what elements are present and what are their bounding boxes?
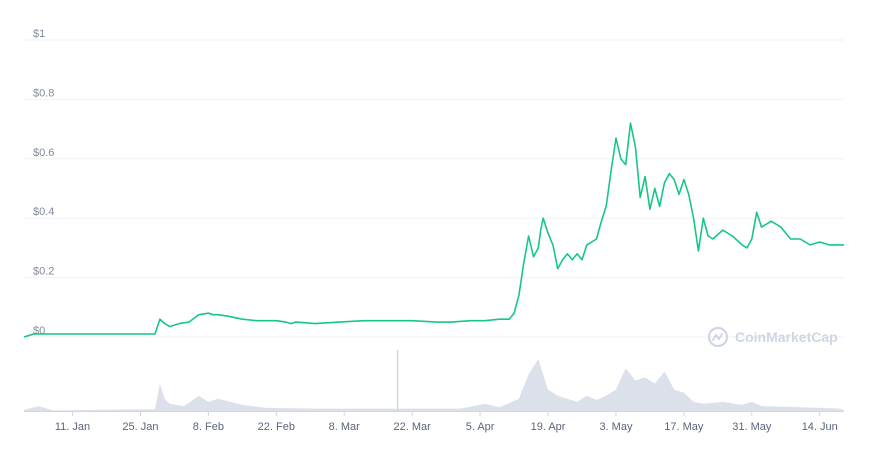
grid-lines xyxy=(24,39,844,338)
watermark-text: CoinMarketCap xyxy=(735,329,838,345)
y-tick-label: $0.4 xyxy=(33,206,54,218)
coinmarketcap-logo-mark xyxy=(712,333,723,341)
x-axis-ticks: 11. Jan 25. Jan 8. Feb 22. Feb 8. Mar 22. Mar… xyxy=(55,411,838,433)
y-tick-label: $0.8 xyxy=(33,87,54,99)
y-tick-label: $0 xyxy=(33,325,45,337)
x-tick-label: 22. Feb xyxy=(258,421,295,433)
y-axis-ticks: $1 $0.8 $0.6 $0.4 $0.2 $0 xyxy=(33,28,54,337)
x-tick-label: 17. May xyxy=(664,421,704,433)
x-tick-label: 3. May xyxy=(599,421,633,433)
coinmarketcap-logo-icon xyxy=(707,326,729,348)
price-series xyxy=(23,122,844,338)
y-tick-label: $0.6 xyxy=(33,147,54,159)
x-tick-label: 25. Jan xyxy=(122,421,158,433)
x-tick-label: 5. Apr xyxy=(466,421,495,433)
y-tick-label: $1 xyxy=(33,28,45,40)
x-tick-label: 11. Jan xyxy=(55,421,90,433)
x-tick-label: 14. Jun xyxy=(802,421,838,433)
x-tick-label: 19. Apr xyxy=(531,421,566,433)
volume-area xyxy=(24,359,844,411)
x-tick-label: 8. Mar xyxy=(329,421,361,433)
y-tick-label: $0.2 xyxy=(33,266,54,278)
coinmarketcap-watermark: CoinMarketCap xyxy=(707,326,838,348)
x-tick-label: 22. Mar xyxy=(394,421,432,433)
x-tick-label: 8. Feb xyxy=(193,421,224,433)
x-tick-label: 31. May xyxy=(732,421,772,433)
price-line xyxy=(23,122,844,338)
volume-series xyxy=(24,350,844,412)
